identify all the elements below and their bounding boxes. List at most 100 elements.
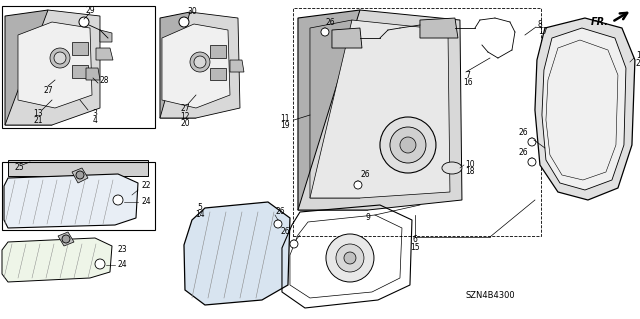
Circle shape [528,138,536,146]
Text: 26: 26 [275,207,285,217]
Text: 27: 27 [180,103,190,113]
Polygon shape [160,12,240,118]
Text: 22: 22 [142,182,152,190]
Polygon shape [535,18,635,200]
Text: 26: 26 [280,227,290,236]
Circle shape [400,137,416,153]
Polygon shape [310,20,450,198]
Text: 4: 4 [93,115,97,124]
Text: 26: 26 [518,128,528,137]
Circle shape [179,17,189,27]
Text: 19: 19 [280,121,290,130]
Polygon shape [4,174,138,228]
Polygon shape [72,42,88,55]
Text: 25: 25 [15,164,24,173]
Text: 10: 10 [465,160,475,169]
Circle shape [290,240,298,248]
Circle shape [95,259,105,269]
Text: 8: 8 [538,19,543,28]
Text: 26: 26 [360,170,370,180]
Polygon shape [210,68,226,80]
Polygon shape [58,232,74,246]
Circle shape [336,244,364,272]
Text: 7: 7 [465,70,470,79]
Text: 16: 16 [463,78,473,86]
Polygon shape [332,28,362,48]
Polygon shape [420,18,458,38]
Text: FR.: FR. [591,17,609,27]
Text: 3: 3 [93,108,97,117]
Circle shape [528,158,536,166]
Circle shape [115,196,120,201]
Circle shape [390,127,426,163]
Bar [2,162,155,230]
Circle shape [113,195,123,205]
Circle shape [354,181,362,189]
Text: 21: 21 [33,115,43,124]
Text: 20: 20 [180,118,190,128]
Text: 26: 26 [325,18,335,26]
Polygon shape [86,68,100,80]
Circle shape [323,28,327,32]
Polygon shape [542,28,626,190]
Polygon shape [2,238,112,282]
Ellipse shape [442,162,462,174]
Text: 26: 26 [518,147,528,157]
Text: 15: 15 [410,243,420,253]
Polygon shape [100,30,112,42]
Circle shape [380,117,436,173]
Bar [293,8,541,236]
Text: 12: 12 [180,112,189,121]
Circle shape [50,48,70,68]
Polygon shape [18,22,92,108]
Circle shape [82,18,86,22]
Text: 29: 29 [85,5,95,15]
Polygon shape [184,202,290,305]
Circle shape [321,28,329,36]
Polygon shape [96,48,113,60]
Text: 6: 6 [413,235,417,244]
Circle shape [62,235,70,243]
Polygon shape [160,12,196,118]
Circle shape [530,138,534,142]
Circle shape [79,17,89,27]
Circle shape [344,252,356,264]
Text: 27: 27 [43,85,53,94]
Text: 28: 28 [100,76,109,85]
Bar [8,160,148,176]
Polygon shape [298,10,462,210]
Text: 13: 13 [33,108,43,117]
Circle shape [326,234,374,282]
Text: 5: 5 [198,204,202,212]
Text: 17: 17 [538,26,548,35]
Polygon shape [5,10,52,125]
Text: 23: 23 [118,246,127,255]
Text: 9: 9 [365,213,371,222]
Polygon shape [5,10,100,125]
Circle shape [276,220,280,224]
Polygon shape [72,65,88,78]
Polygon shape [210,45,226,58]
Text: 30: 30 [187,6,197,16]
Circle shape [182,18,186,22]
Circle shape [54,52,66,64]
Circle shape [190,52,210,72]
Text: 24: 24 [142,197,152,206]
Polygon shape [298,10,368,210]
Bar [2,6,155,128]
Polygon shape [230,60,244,72]
Text: 18: 18 [465,167,474,176]
Text: 24: 24 [118,261,127,270]
Circle shape [274,220,282,228]
Polygon shape [72,168,88,183]
Circle shape [194,56,206,68]
Circle shape [292,240,296,244]
Text: 14: 14 [195,211,205,219]
Text: 2: 2 [636,58,640,68]
Text: 1: 1 [636,50,640,60]
Polygon shape [162,24,230,108]
Circle shape [76,171,84,179]
Circle shape [356,181,360,185]
Text: 11: 11 [280,114,290,122]
Circle shape [97,259,102,264]
